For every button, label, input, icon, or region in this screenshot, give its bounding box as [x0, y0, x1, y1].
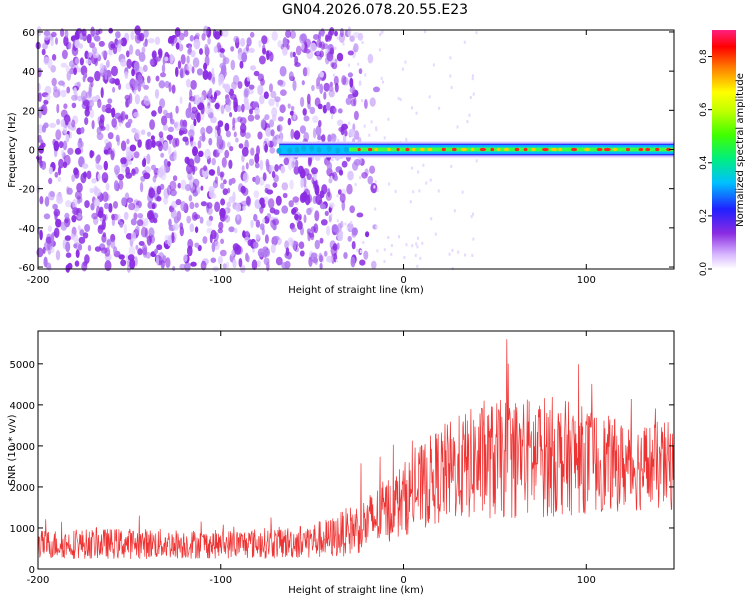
colorbar-tick-label: 0.2 — [699, 209, 709, 223]
heatmap-x-ticks: -200 -100 0 100 — [27, 30, 596, 286]
spectrogram-plot: -200 -100 0 100 60 40 20 0 -20 -40 -60 Height of … — [7, 25, 675, 296]
y-tick-label: 5000 — [10, 360, 35, 371]
y-tick-label: 4000 — [10, 401, 35, 412]
colorbar-gradient — [712, 30, 736, 269]
x-tick-label: -100 — [209, 275, 232, 286]
x-tick-label: -200 — [27, 575, 50, 586]
heatmap-y-ticks: 60 40 20 0 -20 -40 -60 — [19, 28, 674, 274]
y-tick-label: 0 — [29, 565, 35, 576]
line-y-ticks: 0 1000 2000 3000 4000 5000 — [10, 360, 674, 576]
colorbar-tick-label: 0.4 — [699, 155, 709, 170]
line-frame — [37, 330, 675, 570]
colorbar-tick-label: 0.0 — [699, 262, 709, 277]
line-x-ticks: -200 -100 0 100 — [27, 331, 596, 586]
x-tick-label: -200 — [27, 275, 50, 286]
y-tick-label: -20 — [19, 185, 35, 196]
line-y-label: SNR (10 * v/v) — [7, 414, 18, 485]
noise-cells — [35, 25, 478, 274]
x-tick-label: 0 — [400, 575, 406, 586]
x-tick-label: -100 — [209, 575, 232, 586]
y-tick-label: 2000 — [10, 483, 35, 494]
y-tick-label: -60 — [19, 263, 35, 274]
y-tick-label: 3000 — [10, 442, 35, 453]
y-tick-label: 0 — [29, 146, 35, 157]
heatmap-y-label: Frequency (Hz) — [7, 112, 18, 188]
y-tick-label: 40 — [22, 67, 35, 78]
heatmap-x-label: Height of straight line (km) — [288, 285, 424, 296]
x-tick-label: 100 — [577, 575, 596, 586]
line-x-label: Height of straight line (km) — [288, 585, 424, 596]
colorbar-tick-label: 0.8 — [699, 49, 709, 64]
colorbar-tick-label: 0.6 — [699, 102, 709, 117]
y-tick-label: 60 — [22, 28, 35, 39]
snr-series — [37, 339, 675, 560]
colorbar-label: Normalized spectral amplitude — [735, 73, 746, 227]
colorbar-ticks: 0.0 0.2 0.4 0.6 0.8 — [699, 49, 712, 276]
colorbar: 0.0 0.2 0.4 0.6 0.8 Normalized spectral ampl… — [699, 30, 746, 276]
y-tick-label: -40 — [19, 224, 35, 235]
x-tick-label: 100 — [577, 275, 596, 286]
signal-band — [276, 141, 674, 158]
x-tick-label: 0 — [400, 275, 406, 286]
chart-title: GN04.2026.078.20.55.E23 — [281, 2, 469, 18]
y-tick-label: 1000 — [10, 524, 35, 535]
y-tick-label: 20 — [22, 106, 35, 117]
signal-inner — [349, 147, 674, 152]
snr-plot: -200 -100 0 100 0 1000 2000 3000 4000 5000 Heigh… — [7, 330, 675, 596]
